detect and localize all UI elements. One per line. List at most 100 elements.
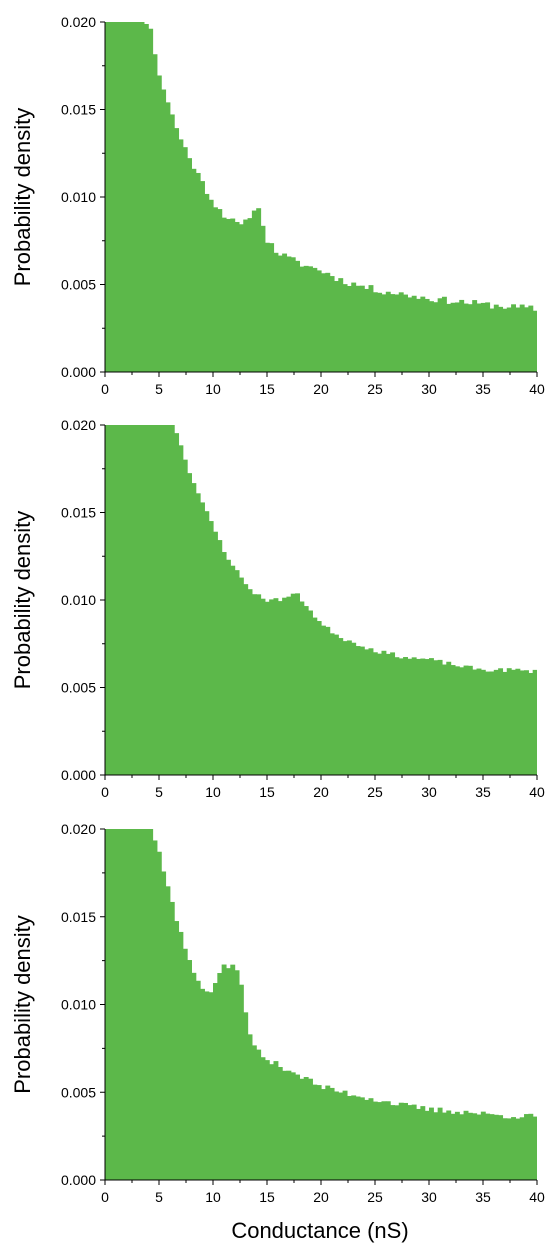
histogram-bar: [135, 425, 141, 775]
histogram-bar: [441, 1112, 447, 1180]
histogram-bar: [113, 22, 119, 372]
histogram-bar: [290, 1072, 296, 1180]
histogram-bar: [277, 601, 283, 775]
x-tick-label: 15: [259, 784, 275, 800]
histogram-bar: [385, 653, 391, 775]
histogram-bar: [225, 968, 231, 1180]
histogram-bar: [502, 1118, 508, 1180]
histogram-bar: [256, 208, 262, 372]
histogram-bar: [234, 570, 240, 775]
histogram-bar: [273, 252, 279, 372]
histogram-bar: [312, 1084, 318, 1180]
histogram-bar: [264, 601, 270, 775]
histogram-bar: [251, 594, 257, 775]
histogram-bar: [454, 302, 460, 372]
histogram-bar: [165, 886, 171, 1180]
histogram-bar: [282, 253, 288, 372]
histogram-bar: [446, 303, 452, 372]
histogram-bar: [329, 276, 335, 372]
histogram-bar: [139, 829, 145, 1180]
histogram-bar: [411, 657, 417, 775]
histogram-bars: [105, 829, 537, 1180]
histogram-bar: [364, 288, 370, 372]
histogram-bar: [143, 24, 149, 372]
histogram-bar: [308, 266, 313, 372]
histogram-bar: [238, 224, 244, 372]
histogram-bar: [463, 303, 469, 372]
histogram-bar: [450, 665, 456, 775]
histogram-bar: [152, 425, 158, 775]
histogram-bar: [286, 596, 292, 775]
x-tick-label: 40: [529, 784, 545, 800]
histogram-bar: [105, 829, 110, 1180]
histogram-bar: [480, 302, 486, 372]
histogram-bar: [416, 658, 421, 775]
histogram-bar: [277, 255, 283, 372]
histogram-bar: [109, 829, 115, 1180]
histogram-bar: [528, 673, 534, 775]
histogram-bar: [299, 1078, 305, 1180]
histogram-bar: [243, 584, 249, 775]
histogram-bar: [225, 218, 231, 372]
histogram-bar: [450, 1113, 456, 1180]
x-tick-label: 35: [475, 1189, 491, 1205]
histogram-bar: [463, 1110, 469, 1180]
histogram-bar: [368, 648, 374, 775]
histogram-bar: [329, 1087, 335, 1180]
histogram-bar: [454, 666, 460, 775]
histogram-bar: [247, 218, 253, 372]
histogram-bar: [333, 1091, 339, 1180]
histogram-bar: [130, 425, 136, 775]
y-tick-label: 0.010: [61, 592, 96, 608]
histogram-bar: [195, 493, 201, 775]
histogram-bar: [346, 1095, 352, 1180]
histogram-bar: [429, 301, 434, 372]
histogram-bar: [191, 972, 197, 1180]
histogram-bar: [221, 552, 227, 775]
histogram-bar: [511, 669, 516, 775]
histogram-bar: [221, 217, 227, 372]
histogram-bar: [355, 646, 361, 775]
histogram-bar: [416, 1108, 421, 1180]
histogram-bar: [161, 425, 167, 775]
histogram-bar: [437, 659, 443, 775]
histogram-bar: [441, 296, 447, 372]
histogram-bar: [502, 308, 508, 372]
x-tick-label: 20: [313, 1189, 329, 1205]
histogram-bar: [390, 652, 396, 775]
histogram-bar: [325, 1085, 331, 1180]
histogram-bar: [519, 304, 525, 372]
histogram-bar: [342, 1090, 348, 1180]
histogram-bar: [204, 193, 210, 372]
histogram-bar: [524, 670, 529, 775]
histogram-bar: [321, 625, 326, 775]
histogram-bar: [476, 303, 482, 372]
histogram-bar: [515, 668, 521, 775]
histogram-bar: [372, 652, 378, 775]
y-tick-label: 0.005: [61, 277, 96, 293]
histogram-bar: [169, 114, 175, 372]
histogram-bar: [295, 593, 300, 775]
x-tick-label: 35: [475, 784, 491, 800]
histogram-bar: [493, 669, 499, 775]
histogram-bar: [467, 304, 473, 372]
histogram-bar: [355, 1096, 361, 1180]
histogram-bar: [338, 278, 344, 372]
histogram-bar: [238, 984, 244, 1180]
histogram-bar: [333, 281, 339, 372]
y-tick-label: 0.005: [61, 680, 96, 696]
histogram-bar: [433, 302, 439, 372]
histogram-bar: [437, 298, 443, 372]
histogram-bar: [174, 921, 180, 1180]
histogram-bar: [221, 964, 227, 1180]
histogram-bar: [195, 980, 201, 1180]
histogram-bar: [519, 670, 525, 775]
histogram-bar: [174, 433, 180, 775]
histogram-bar: [321, 1089, 326, 1180]
histogram-bar: [290, 257, 296, 372]
x-axis-title: Conductance (nS): [231, 1218, 408, 1243]
histogram-bar: [450, 302, 456, 372]
histogram-bar: [411, 295, 417, 372]
histogram-bar: [273, 598, 279, 775]
